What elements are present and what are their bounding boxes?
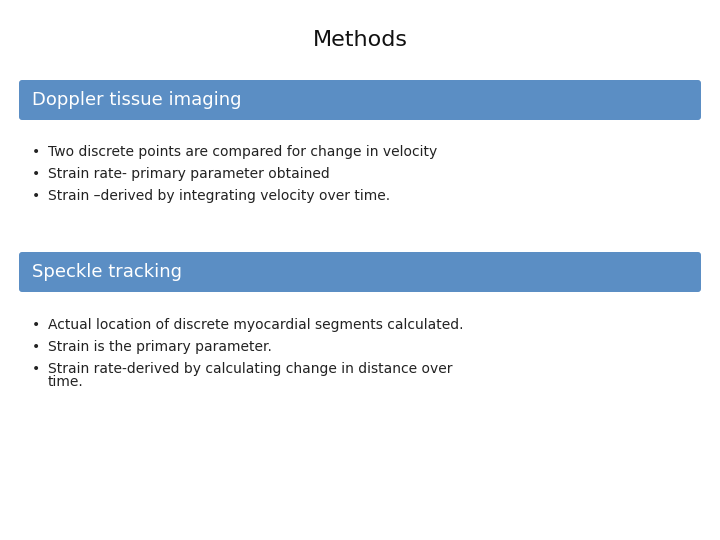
Text: Doppler tissue imaging: Doppler tissue imaging <box>32 91 241 109</box>
Text: •: • <box>32 145 40 159</box>
Text: •: • <box>32 167 40 181</box>
Text: •: • <box>32 340 40 354</box>
Text: Two discrete points are compared for change in velocity: Two discrete points are compared for cha… <box>48 145 437 159</box>
Text: •: • <box>32 318 40 332</box>
Text: •: • <box>32 189 40 203</box>
Text: •: • <box>32 362 40 376</box>
Text: Methods: Methods <box>312 30 408 50</box>
Text: Strain rate-derived by calculating change in distance over: Strain rate-derived by calculating chang… <box>48 362 452 376</box>
Text: Strain –derived by integrating velocity over time.: Strain –derived by integrating velocity … <box>48 189 390 203</box>
Text: time.: time. <box>48 375 84 389</box>
Text: Actual location of discrete myocardial segments calculated.: Actual location of discrete myocardial s… <box>48 318 464 332</box>
FancyBboxPatch shape <box>19 252 701 292</box>
Text: Strain rate- primary parameter obtained: Strain rate- primary parameter obtained <box>48 167 330 181</box>
Text: Speckle tracking: Speckle tracking <box>32 263 182 281</box>
Text: Strain is the primary parameter.: Strain is the primary parameter. <box>48 340 272 354</box>
FancyBboxPatch shape <box>19 80 701 120</box>
